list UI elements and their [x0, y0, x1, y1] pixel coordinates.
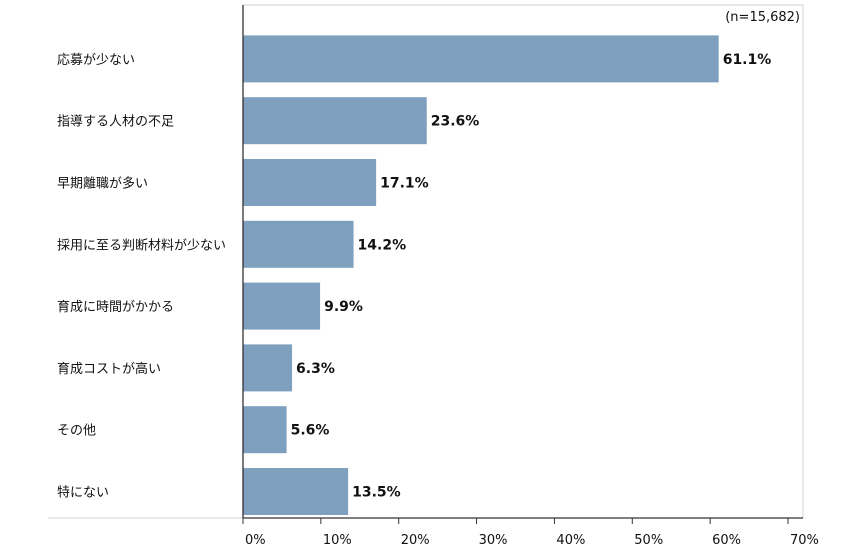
category-label: 早期離職が多い — [57, 176, 148, 192]
category-label: 特にない — [57, 486, 109, 501]
data-label: 5.6% — [291, 423, 330, 439]
x-tick-label: 70% — [790, 533, 819, 548]
bars-group: 応募が少ない 61.1% 指導する人材の不足 23.6% 早期離職が多い 17.1% 採用に… — [57, 35, 771, 515]
bar — [243, 344, 293, 392]
category-label: その他 — [57, 424, 96, 439]
data-label: 13.5% — [352, 485, 401, 501]
bar — [243, 97, 427, 145]
x-tick-label: 20% — [401, 533, 430, 548]
data-label: 17.1% — [380, 176, 429, 192]
bar — [243, 406, 287, 454]
x-tick-label: 10% — [323, 533, 352, 548]
category-label: 育成コストが高い — [57, 361, 161, 377]
category-label: 採用に至る判断材料が少ない — [57, 238, 226, 253]
bar — [243, 159, 377, 206]
category-label: 応募が少ない — [57, 53, 135, 68]
category-label: 指導する人材の不足 — [57, 115, 174, 130]
bar — [243, 220, 354, 268]
data-label: 61.1% — [723, 52, 772, 68]
bar — [243, 282, 321, 330]
category-label: 育成に時間がかかる — [57, 299, 174, 315]
data-label: 9.9% — [324, 299, 363, 315]
x-axis: 0% 10% 20% 30% 40% 50% 60% 70% — [242, 5, 819, 548]
data-label: 6.3% — [296, 361, 335, 377]
data-label: 14.2% — [358, 237, 407, 253]
x-tick-label: 30% — [479, 533, 508, 548]
x-tick-label: 0% — [245, 533, 266, 548]
bar — [243, 35, 719, 83]
x-tick-label: 40% — [556, 533, 585, 548]
x-tick-label: 50% — [634, 533, 663, 548]
bar — [243, 468, 349, 515]
sample-size-note: (n=15,682) — [725, 10, 800, 25]
data-label: 23.6% — [431, 114, 480, 130]
x-tick-label: 60% — [712, 533, 741, 548]
